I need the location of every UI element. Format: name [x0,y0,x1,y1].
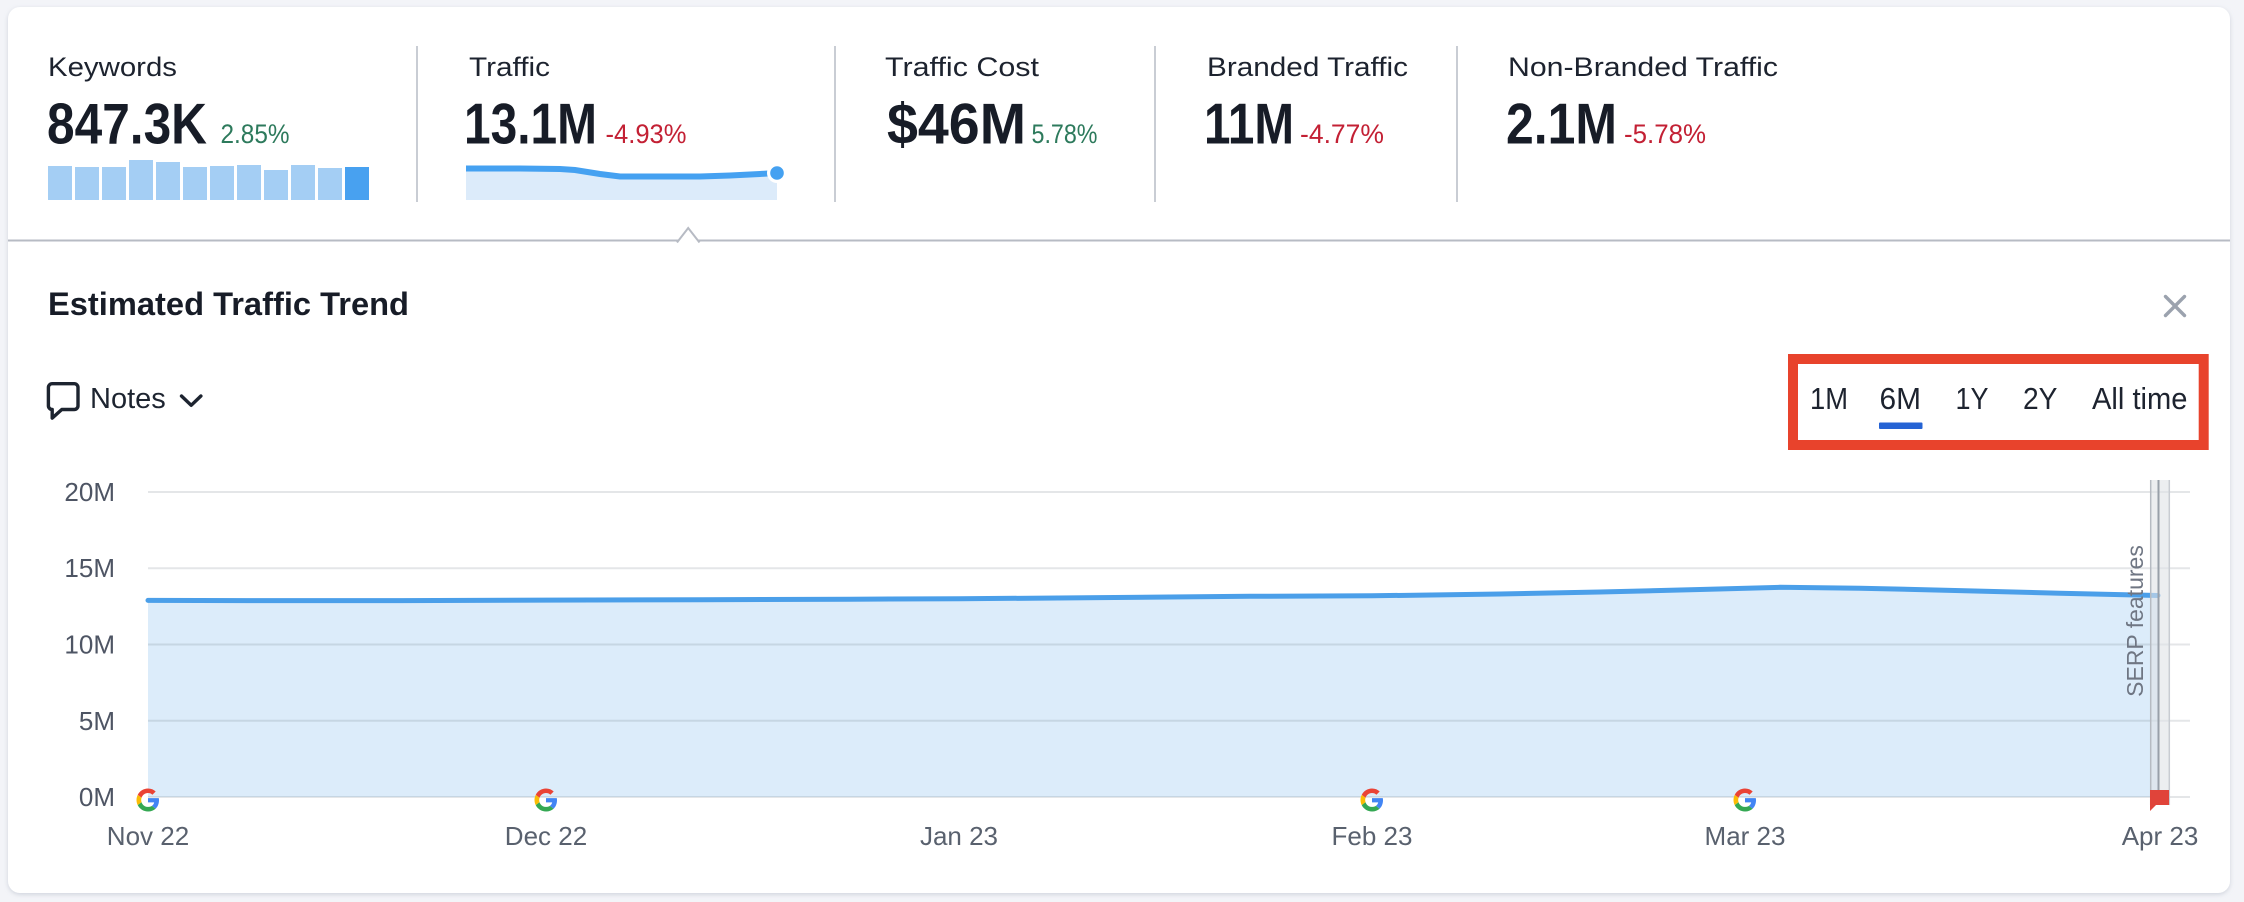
svg-text:-4.93%: -4.93% [606,119,687,149]
svg-text:Feb 23: Feb 23 [1332,821,1413,851]
svg-text:20M: 20M [64,477,115,507]
svg-text:Branded Traffic: Branded Traffic [1207,52,1408,82]
svg-text:SERP features: SERP features [2122,545,2148,697]
svg-text:5.78%: 5.78% [1032,119,1098,149]
svg-text:Nov 22: Nov 22 [107,821,189,851]
svg-text:5M: 5M [79,706,115,736]
svg-text:10M: 10M [64,630,115,660]
svg-text:Keywords: Keywords [48,52,177,82]
svg-text:1M: 1M [1810,381,1848,416]
svg-text:Jan 23: Jan 23 [920,821,998,851]
svg-text:1Y: 1Y [1956,381,1989,416]
svg-text:13.1M: 13.1M [464,93,597,157]
svg-text:All time: All time [2092,381,2188,416]
svg-text:$46M: $46M [887,93,1026,157]
svg-text:Dec 22: Dec 22 [505,821,587,851]
svg-text:Apr 23: Apr 23 [2122,821,2199,851]
svg-text:2Y: 2Y [2023,381,2058,416]
svg-text:Traffic: Traffic [469,52,550,82]
svg-text:11M: 11M [1204,93,1294,157]
svg-text:-5.78%: -5.78% [1624,119,1706,149]
svg-text:2.1M: 2.1M [1506,93,1617,157]
svg-text:Non-Branded Traffic: Non-Branded Traffic [1508,52,1778,82]
svg-text:6M: 6M [1880,381,1922,416]
svg-text:0M: 0M [79,782,115,812]
svg-text:-4.77%: -4.77% [1300,119,1384,149]
svg-text:15M: 15M [64,553,115,583]
svg-text:Notes: Notes [90,383,166,415]
svg-text:2.85%: 2.85% [221,119,290,149]
svg-text:Estimated Traffic Trend: Estimated Traffic Trend [48,286,409,322]
svg-text:847.3K: 847.3K [47,93,207,157]
svg-text:Mar 23: Mar 23 [1705,821,1786,851]
svg-text:Traffic Cost: Traffic Cost [885,52,1040,82]
